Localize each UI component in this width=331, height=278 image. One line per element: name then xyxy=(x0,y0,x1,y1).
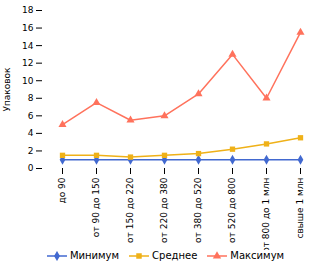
svg-text:от 800 до 1 млн: от 800 до 1 млн xyxy=(261,177,271,250)
svg-text:0: 0 xyxy=(28,163,34,173)
svg-text:2: 2 xyxy=(28,146,34,156)
html-text:Максимум: Максимум xyxy=(230,250,285,261)
svg-text:4: 4 xyxy=(28,128,34,138)
svg-text:от 220 до 380: от 220 до 380 xyxy=(159,177,169,243)
svg-text:от 90 до 150: от 90 до 150 xyxy=(91,177,101,237)
svg-text:Упаковок: Упаковок xyxy=(2,67,12,112)
svg-text:12: 12 xyxy=(22,58,33,68)
svg-text:свыше 1 млн: свыше 1 млн xyxy=(295,177,305,238)
html-text:Среднее: Среднее xyxy=(152,250,198,261)
svg-text:6: 6 xyxy=(28,111,34,121)
svg-text:14: 14 xyxy=(22,40,34,50)
svg-text:8: 8 xyxy=(28,93,34,103)
svg-text:16: 16 xyxy=(22,23,34,33)
html-text:Минимум: Минимум xyxy=(69,250,119,261)
svg-text:от 150 до 220: от 150 до 220 xyxy=(125,177,135,243)
svg-text:18: 18 xyxy=(22,5,34,15)
svg-text:10: 10 xyxy=(22,76,34,86)
svg-text:от 520 до 800: от 520 до 800 xyxy=(227,177,237,243)
svg-text:до 90: до 90 xyxy=(57,177,67,203)
svg-text:от 380 до 520: от 380 до 520 xyxy=(193,177,203,243)
